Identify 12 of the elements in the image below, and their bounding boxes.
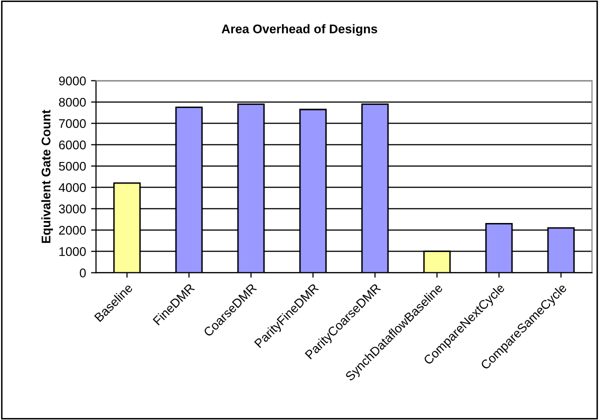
y-tick-label: 8000 (59, 98, 86, 107)
y-tick-label: 4000 (58, 183, 86, 192)
y-axis-title: Equivalent Gate Count (41, 110, 53, 243)
chart-title: Area Overhead of Designs (222, 24, 378, 36)
y-tick-label: 5000 (58, 162, 86, 171)
y-tick-label: 6000 (59, 140, 86, 150)
y-tick-label: 1000 (59, 247, 86, 256)
y-tick-label: 9000 (59, 76, 86, 86)
y-tick-label: 0 (80, 268, 86, 278)
y-tick-label: 3000 (58, 204, 86, 214)
y-tick-label: 7000 (59, 119, 86, 128)
y-tick-label: 2000 (59, 226, 86, 235)
